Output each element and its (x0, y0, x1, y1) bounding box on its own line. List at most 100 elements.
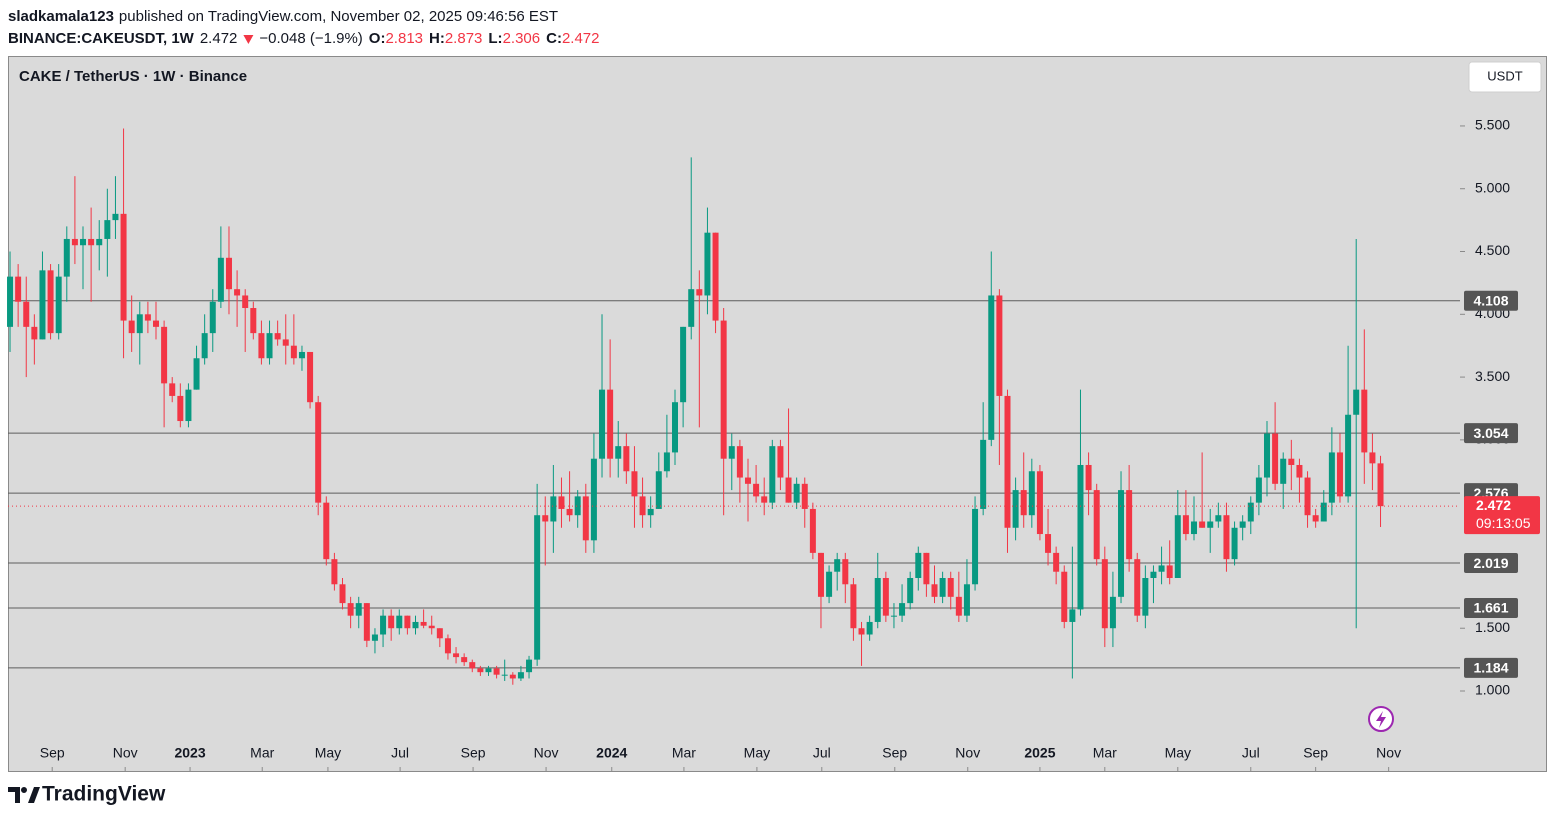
candle-body (980, 439, 987, 509)
x-tick-label: 2024 (596, 745, 627, 761)
candle-body (736, 446, 743, 478)
candle-body (785, 477, 792, 503)
candle-body (574, 496, 581, 516)
candle-body (615, 446, 622, 459)
level-label: 3.054 (1473, 425, 1508, 441)
candle-body (1036, 471, 1043, 535)
candle-body (744, 477, 751, 484)
candle-body (453, 653, 460, 658)
x-tick-label: Jul (1242, 745, 1260, 761)
candle-body (31, 326, 38, 340)
candle-body (1361, 389, 1368, 453)
currency[interactable]: USDT (1487, 68, 1522, 83)
candle-body (631, 471, 638, 497)
x-tick-label: Nov (955, 745, 980, 761)
candle-body (225, 257, 232, 290)
candle-body (144, 314, 151, 321)
candle-body (428, 625, 435, 629)
candle-body (1182, 515, 1189, 535)
candle-body (753, 483, 760, 497)
level-label-box (1464, 657, 1518, 678)
candle-body (858, 628, 865, 635)
candle-body (371, 634, 378, 641)
candle-body (363, 603, 370, 641)
candle-body (607, 389, 614, 459)
candle-body (947, 577, 954, 597)
candle-body (1312, 515, 1319, 522)
candle-body (1199, 521, 1206, 528)
c-label: C: (546, 30, 562, 47)
candle-body (1020, 490, 1027, 516)
x-tick-label: Mar (672, 745, 696, 761)
candle-body (23, 301, 30, 327)
candle-body (988, 295, 995, 440)
x-tick-label: Mar (250, 745, 274, 761)
candle-body (1263, 433, 1270, 478)
x-tick-label: Mar (1093, 745, 1117, 761)
candle-body (477, 668, 484, 673)
level-label-box (1464, 290, 1518, 311)
candle-body (793, 483, 800, 503)
candle-body (274, 333, 281, 340)
candle-body (1150, 571, 1157, 578)
candle-body (55, 276, 62, 334)
y-tick-label: 5.500 (1475, 117, 1510, 133)
candle-body (509, 674, 516, 679)
candle-body (1004, 395, 1011, 528)
candle-body (517, 672, 524, 679)
candle-body (331, 559, 338, 585)
l-value: 2.306 (503, 30, 541, 47)
candle-body (323, 502, 330, 560)
candle-body (15, 276, 22, 302)
x-tick-label: Jul (813, 745, 831, 761)
candle-body (1231, 527, 1238, 560)
candle-body (63, 238, 70, 277)
candle-body (217, 257, 224, 302)
candle-body (777, 446, 784, 478)
author: sladkamala123 (8, 8, 114, 25)
candle-body (1045, 534, 1052, 553)
y-tick-label: 5.000 (1475, 179, 1510, 195)
chart-pane (8, 56, 1547, 772)
candle-body (915, 552, 922, 578)
level-label-box (1464, 423, 1518, 444)
candle-body (436, 628, 443, 639)
level-label: 2.019 (1473, 555, 1508, 571)
last-price-box (1464, 496, 1540, 535)
candle-body (1247, 502, 1254, 522)
candle-body (1377, 463, 1384, 507)
x-tick-label: Sep (882, 745, 907, 761)
last-price-label: 2.472 (1476, 497, 1511, 513)
x-tick-label: 2025 (1024, 745, 1055, 761)
candle-body (842, 559, 849, 585)
candle-body (955, 596, 962, 616)
candle-body (769, 446, 776, 503)
candle-body (1369, 452, 1376, 464)
candle-body (1353, 389, 1360, 415)
candle-body (1320, 502, 1327, 522)
candle-body (339, 584, 346, 604)
candle-body (655, 471, 662, 509)
candle-body (599, 389, 606, 459)
symbol: BINANCE:CAKEUSDT, 1W (8, 30, 195, 47)
candle-body (1069, 609, 1076, 622)
candle-body (1345, 414, 1352, 497)
candle-body (201, 333, 208, 359)
candle-body (890, 615, 897, 617)
candle-body (412, 621, 419, 629)
plot: 1.0001.5003.0003.5004.0004.5005.0005.500… (7, 117, 1540, 771)
candle-body (461, 657, 468, 663)
candle-body (1012, 490, 1019, 528)
candle-body (866, 621, 873, 635)
candle-body (136, 314, 143, 334)
currency-button[interactable] (1468, 61, 1542, 93)
candle-body (80, 238, 87, 246)
published: published on TradingView.com, November 0… (119, 8, 558, 25)
candle-body (582, 496, 589, 541)
candle-body (258, 333, 265, 359)
candle-body (112, 213, 119, 221)
h-value: 2.873 (445, 30, 483, 47)
candle-body (874, 577, 881, 622)
candle-body (923, 552, 930, 585)
